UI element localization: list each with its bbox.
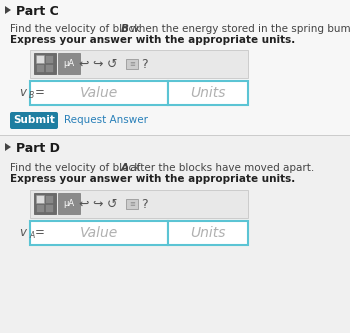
Bar (30, 81, 168, 105)
Bar (34, 53, 56, 74)
Bar (36, 204, 44, 212)
Bar (58, 53, 80, 74)
Text: μA: μA (63, 59, 75, 68)
Text: v: v (19, 87, 26, 100)
Bar (30, 221, 248, 245)
Text: Part C: Part C (16, 5, 59, 18)
Text: Part D: Part D (16, 142, 60, 155)
FancyBboxPatch shape (10, 112, 58, 129)
Text: Find the velocity of block: Find the velocity of block (10, 163, 144, 173)
Bar (126, 199, 138, 209)
Text: =: = (35, 87, 45, 100)
Bar (45, 55, 53, 63)
Bar (168, 81, 248, 105)
Bar (45, 195, 53, 203)
Text: Units: Units (190, 226, 226, 240)
Text: B: B (29, 91, 34, 100)
Text: v: v (19, 226, 26, 239)
Polygon shape (5, 143, 11, 151)
Bar (0, 135, 350, 136)
Bar (58, 193, 80, 214)
Bar (0, 0, 350, 155)
Text: A: A (29, 230, 34, 239)
Text: Value: Value (80, 86, 118, 100)
Text: =: = (35, 226, 45, 239)
Text: ↪: ↪ (93, 197, 103, 210)
Text: Express your answer with the appropriate units.: Express your answer with the appropriate… (10, 35, 295, 45)
Bar (0, 136, 350, 333)
Bar (36, 64, 44, 72)
Bar (126, 59, 138, 69)
Text: Request Answer: Request Answer (64, 115, 148, 125)
Bar (34, 193, 56, 214)
Bar (168, 221, 248, 245)
Text: after the blocks have moved apart.: after the blocks have moved apart. (127, 163, 314, 173)
Text: B: B (121, 24, 128, 34)
Text: ?: ? (141, 58, 147, 71)
Text: ≡: ≡ (129, 201, 135, 207)
Bar (45, 64, 53, 72)
Polygon shape (5, 6, 11, 14)
Text: μA: μA (63, 198, 75, 207)
Text: Find the velocity of block: Find the velocity of block (10, 24, 144, 34)
Text: ↩: ↩ (79, 58, 89, 71)
Text: Units: Units (190, 86, 226, 100)
Text: when the energy stored in the spring bumpers is maximum.: when the energy stored in the spring bum… (127, 24, 350, 34)
Text: ↺: ↺ (107, 58, 117, 71)
Bar (36, 195, 44, 203)
Text: ↩: ↩ (79, 197, 89, 210)
Bar (30, 190, 248, 218)
Bar (45, 204, 53, 212)
Text: ≡: ≡ (129, 61, 135, 67)
Text: ↪: ↪ (93, 58, 103, 71)
Text: Express your answer with the appropriate units.: Express your answer with the appropriate… (10, 174, 295, 184)
Bar (36, 55, 44, 63)
Text: Value: Value (80, 226, 118, 240)
Bar (30, 81, 248, 105)
Text: ?: ? (141, 197, 147, 210)
Bar (30, 50, 248, 78)
Text: Submit: Submit (13, 115, 55, 125)
Text: ↺: ↺ (107, 197, 117, 210)
Bar (30, 221, 168, 245)
Text: A: A (121, 163, 129, 173)
